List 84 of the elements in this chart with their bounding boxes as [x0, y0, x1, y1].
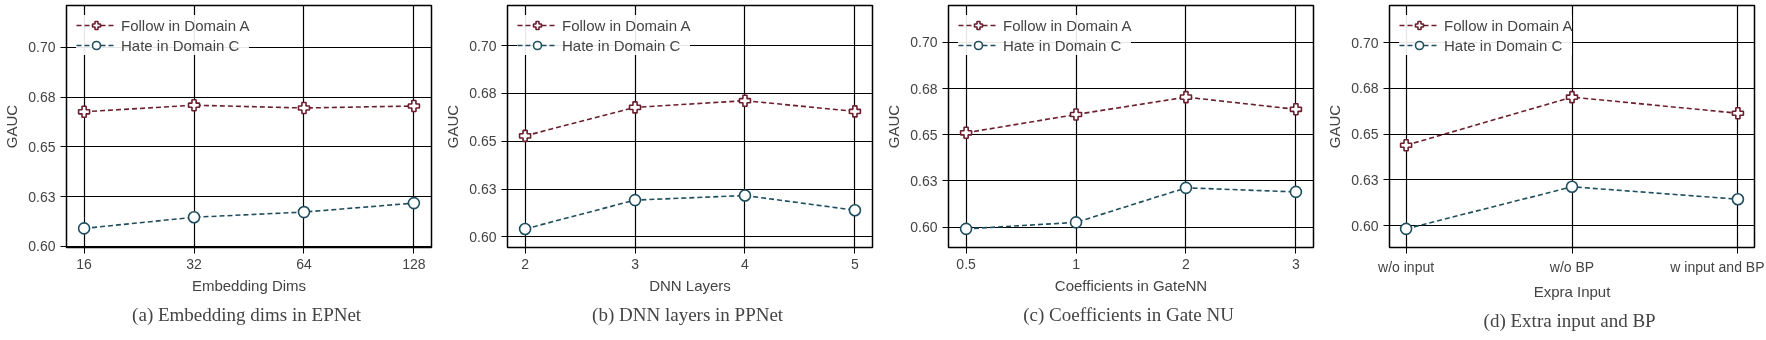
x-tick-label: w/o input	[1377, 258, 1435, 275]
legend-label: Follow in Domain A	[121, 16, 250, 34]
x-tick-label: 128	[402, 255, 426, 272]
y-tick-label: 0.60	[1351, 217, 1379, 234]
x-tick-label: 2	[1182, 255, 1191, 272]
x-axis-title: Coefficients in GateNN	[1054, 276, 1208, 294]
point	[738, 189, 752, 202]
text: (d) Extra input and BP	[1483, 309, 1656, 332]
point	[959, 222, 973, 236]
text: (c) Coefficients in Gate NU	[1023, 303, 1235, 326]
point	[297, 205, 311, 219]
x-tick-label: 3	[1292, 255, 1301, 272]
y-tick-label: 0.65	[910, 126, 938, 143]
point	[1289, 185, 1303, 199]
y-tick-label: 0.70	[28, 39, 56, 56]
point	[1399, 222, 1413, 236]
y-tick-label: 0.60	[910, 219, 938, 236]
y-tick-label: 0.68	[469, 85, 497, 102]
point	[848, 203, 862, 217]
point	[407, 99, 421, 113]
text: (b) DNN layers in PPNet	[592, 303, 784, 326]
x-tick-label: w/o BP	[1548, 258, 1595, 275]
x-axis-title: DNN Layers	[649, 276, 731, 294]
point	[628, 193, 642, 207]
point	[848, 105, 862, 118]
point	[1565, 90, 1579, 104]
point	[1179, 90, 1193, 104]
point	[1731, 192, 1745, 206]
legend-label: Hate in Domain C	[1444, 36, 1563, 54]
x-tick-label: w input and BP	[1669, 258, 1765, 275]
legend-label: Follow in Domain A	[1003, 16, 1132, 34]
y-tick-label: 0.63	[1351, 171, 1379, 188]
y-tick-label: 0.63	[469, 181, 497, 198]
y-tick-label: 0.68	[28, 89, 56, 106]
legend-label: Hate in Domain C	[1003, 36, 1122, 54]
legend-label: Hate in Domain C	[562, 36, 681, 54]
point	[1179, 181, 1193, 195]
point	[187, 98, 201, 112]
x-tick-label: 0.5	[956, 255, 977, 272]
point	[1069, 216, 1083, 229]
point	[518, 129, 532, 143]
y-tick-label: 0.65	[1351, 126, 1379, 143]
y-axis-title: GAUC	[3, 104, 21, 149]
x-tick-label: 64	[296, 255, 312, 272]
x-axis-title: Embedding Dims	[191, 276, 307, 294]
y-tick-label: 0.70	[1351, 34, 1379, 51]
y-tick-label: 0.65	[28, 138, 56, 155]
x-tick-label: 16	[76, 255, 93, 272]
point	[959, 126, 973, 140]
point	[77, 222, 91, 235]
point	[1731, 106, 1745, 120]
y-axis-title: GAUC	[885, 104, 903, 149]
y-tick-label: 0.63	[28, 188, 56, 205]
point	[1565, 180, 1579, 194]
x-tick-label: 3	[631, 255, 640, 272]
y-tick-label: 0.65	[469, 133, 497, 150]
x-axis-title: Expra Input	[1533, 282, 1612, 300]
point	[1289, 103, 1303, 116]
text: (a) Embedding dims in EPNet	[132, 303, 362, 326]
y-tick-label: 0.68	[910, 80, 938, 97]
legend-label: Hate in Domain C	[121, 36, 240, 54]
x-tick-label: 1	[1072, 255, 1081, 272]
y-tick-label: 0.63	[910, 173, 938, 189]
point	[407, 196, 421, 210]
y-tick-label: 0.68	[1351, 80, 1379, 97]
point	[518, 222, 532, 236]
x-tick-label: 32	[186, 255, 203, 272]
y-tick-label: 0.60	[469, 228, 497, 245]
point	[1069, 108, 1083, 121]
point	[738, 94, 752, 107]
x-tick-label: 5	[851, 255, 860, 272]
y-axis-title: GAUC	[1326, 104, 1344, 149]
y-tick-label: 0.70	[469, 37, 497, 54]
x-tick-label: 2	[521, 255, 530, 272]
point	[297, 101, 311, 115]
x-tick-label: 4	[741, 255, 750, 272]
y-tick-label: 0.60	[28, 238, 56, 255]
point	[628, 101, 642, 114]
point	[77, 105, 91, 119]
y-axis-title: GAUC	[444, 104, 462, 149]
point	[187, 210, 201, 224]
y-tick-label: 0.70	[910, 34, 938, 51]
point	[1399, 138, 1413, 152]
legend-label: Follow in Domain A	[562, 16, 691, 34]
